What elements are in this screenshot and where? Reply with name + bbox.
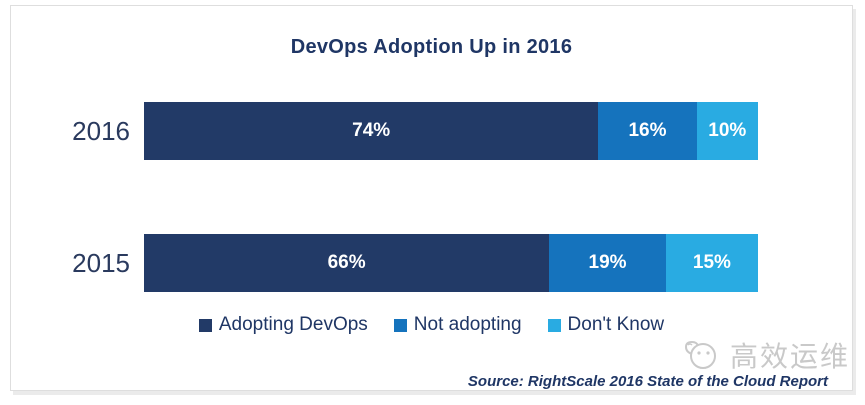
mascot-face-icon [678, 334, 724, 375]
category-label: 2015 [72, 247, 130, 278]
stacked-bar: 66% 19% 15% [144, 234, 758, 292]
source-note: Source: RightScale 2016 State of the Clo… [467, 373, 828, 390]
legend-swatch-icon [547, 318, 561, 332]
segment-value-label: 74% [352, 120, 391, 141]
chart-title: DevOps Adoption Up in 2016 [290, 36, 573, 58]
chart-row-2016: 2016 74% 16% 10% [11, 102, 852, 160]
legend: Adopting DevOps Not adopting Don't Know [11, 314, 852, 336]
legend-swatch-icon [393, 318, 407, 332]
chart-row-2015: 2015 66% 19% 15% [11, 234, 852, 292]
bar-segment-adopting-devops: 66% [144, 234, 550, 292]
chart-card: DevOps Adoption Up in 2016 2016 74% 16% 10%… [10, 5, 853, 391]
watermark: 高效运维 [678, 334, 850, 375]
legend-item-don-t-know: Don't Know [547, 314, 665, 336]
segment-value-label: 66% [327, 252, 366, 273]
segment-value-label: 16% [628, 120, 667, 141]
watermark-text: 高效运维 [729, 340, 850, 372]
segment-value-label: 19% [588, 252, 627, 273]
bar-segment-adopting-devops: 74% [144, 102, 599, 160]
bar-segment-don-t-know: 15% [665, 234, 758, 292]
chart-rows: 2016 74% 16% 10% 2015 66% 19% 15% [11, 102, 852, 366]
stacked-bar: 74% 16% 10% [144, 102, 758, 160]
bar-segment-don-t-know: 10% [696, 102, 758, 160]
legend-label: Not adopting [413, 314, 522, 335]
segment-value-label: 10% [708, 120, 747, 141]
bar-segment-not-adopting: 19% [549, 234, 666, 292]
legend-item-adopting-devops: Adopting DevOps [198, 314, 368, 336]
legend-item-not-adopting: Not adopting [393, 314, 522, 336]
segment-value-label: 15% [692, 252, 731, 273]
legend-swatch-icon [198, 318, 212, 332]
category-label: 2016 [72, 115, 130, 146]
legend-label: Adopting DevOps [218, 314, 368, 335]
bar-segment-not-adopting: 16% [598, 102, 697, 160]
legend-label: Don't Know [567, 314, 665, 335]
